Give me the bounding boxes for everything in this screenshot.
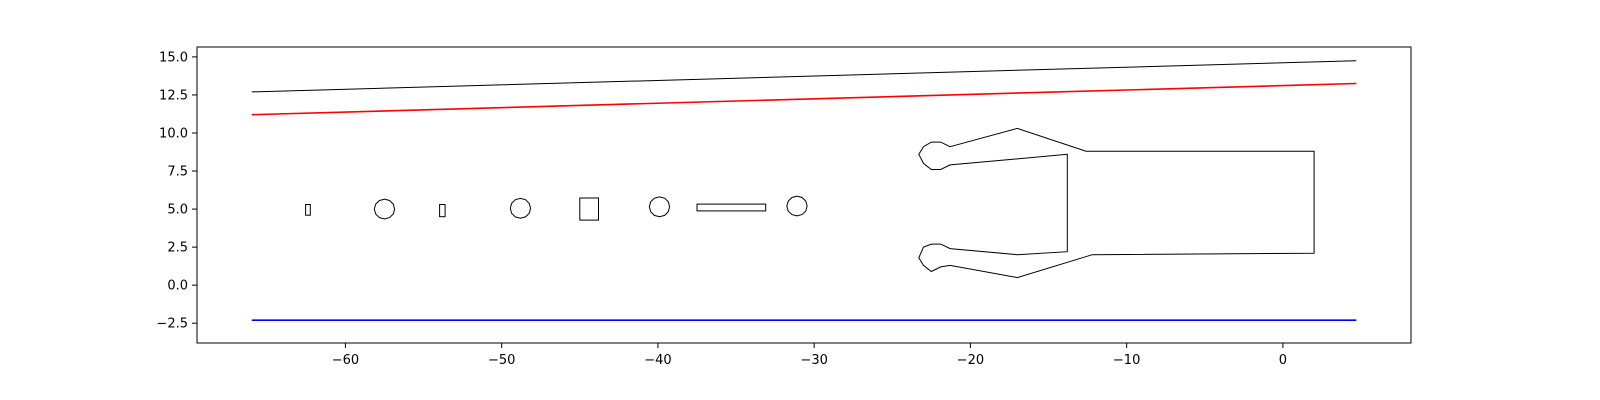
- y-tick-label: 12.5: [159, 88, 188, 103]
- x-tick-label: −60: [332, 353, 359, 368]
- y-tick-label: 5.0: [167, 203, 188, 218]
- obstacle-rect-5: [579, 197, 599, 221]
- obstacle-rect-1: [305, 204, 311, 216]
- y-tick-label: 15.0: [159, 50, 188, 65]
- y-axis: −2.5 0.0 2.5 5.0 7.5 10.0 12.5 15.0: [156, 50, 197, 332]
- lines-layer: [251, 60, 1357, 344]
- y-tick-label: 2.5: [167, 241, 188, 256]
- obstacle-rect-7: [696, 203, 767, 212]
- obstacle-circle-2: [373, 198, 396, 220]
- axes-frame: [196, 46, 1412, 344]
- obstacles-layer: [305, 195, 808, 221]
- x-tick-label: −50: [488, 353, 515, 368]
- x-tick-label: −20: [957, 353, 984, 368]
- obstacle-circle-6: [648, 196, 671, 218]
- vehicle-layer: [918, 127, 1315, 279]
- y-tick-label: 7.5: [167, 165, 188, 180]
- x-axis: −60 −50 −40 −30 −20 −10 0: [332, 343, 1287, 368]
- obstacle-circle-4: [509, 197, 532, 219]
- x-tick-label: −40: [644, 353, 671, 368]
- vehicle-outline: [918, 127, 1315, 279]
- obstacle-circle-8: [786, 195, 808, 217]
- boundary-line-1: [251, 60, 1357, 93]
- x-tick-label: −10: [1113, 353, 1140, 368]
- x-tick-label: −30: [800, 353, 827, 368]
- y-tick-label: −2.5: [156, 317, 188, 332]
- boundary-line-2: [251, 82, 1357, 116]
- obstacle-rect-3: [439, 204, 446, 218]
- y-tick-label: 0.0: [167, 279, 188, 294]
- y-tick-label: 10.0: [159, 126, 188, 141]
- x-tick-label: 0: [1279, 353, 1287, 368]
